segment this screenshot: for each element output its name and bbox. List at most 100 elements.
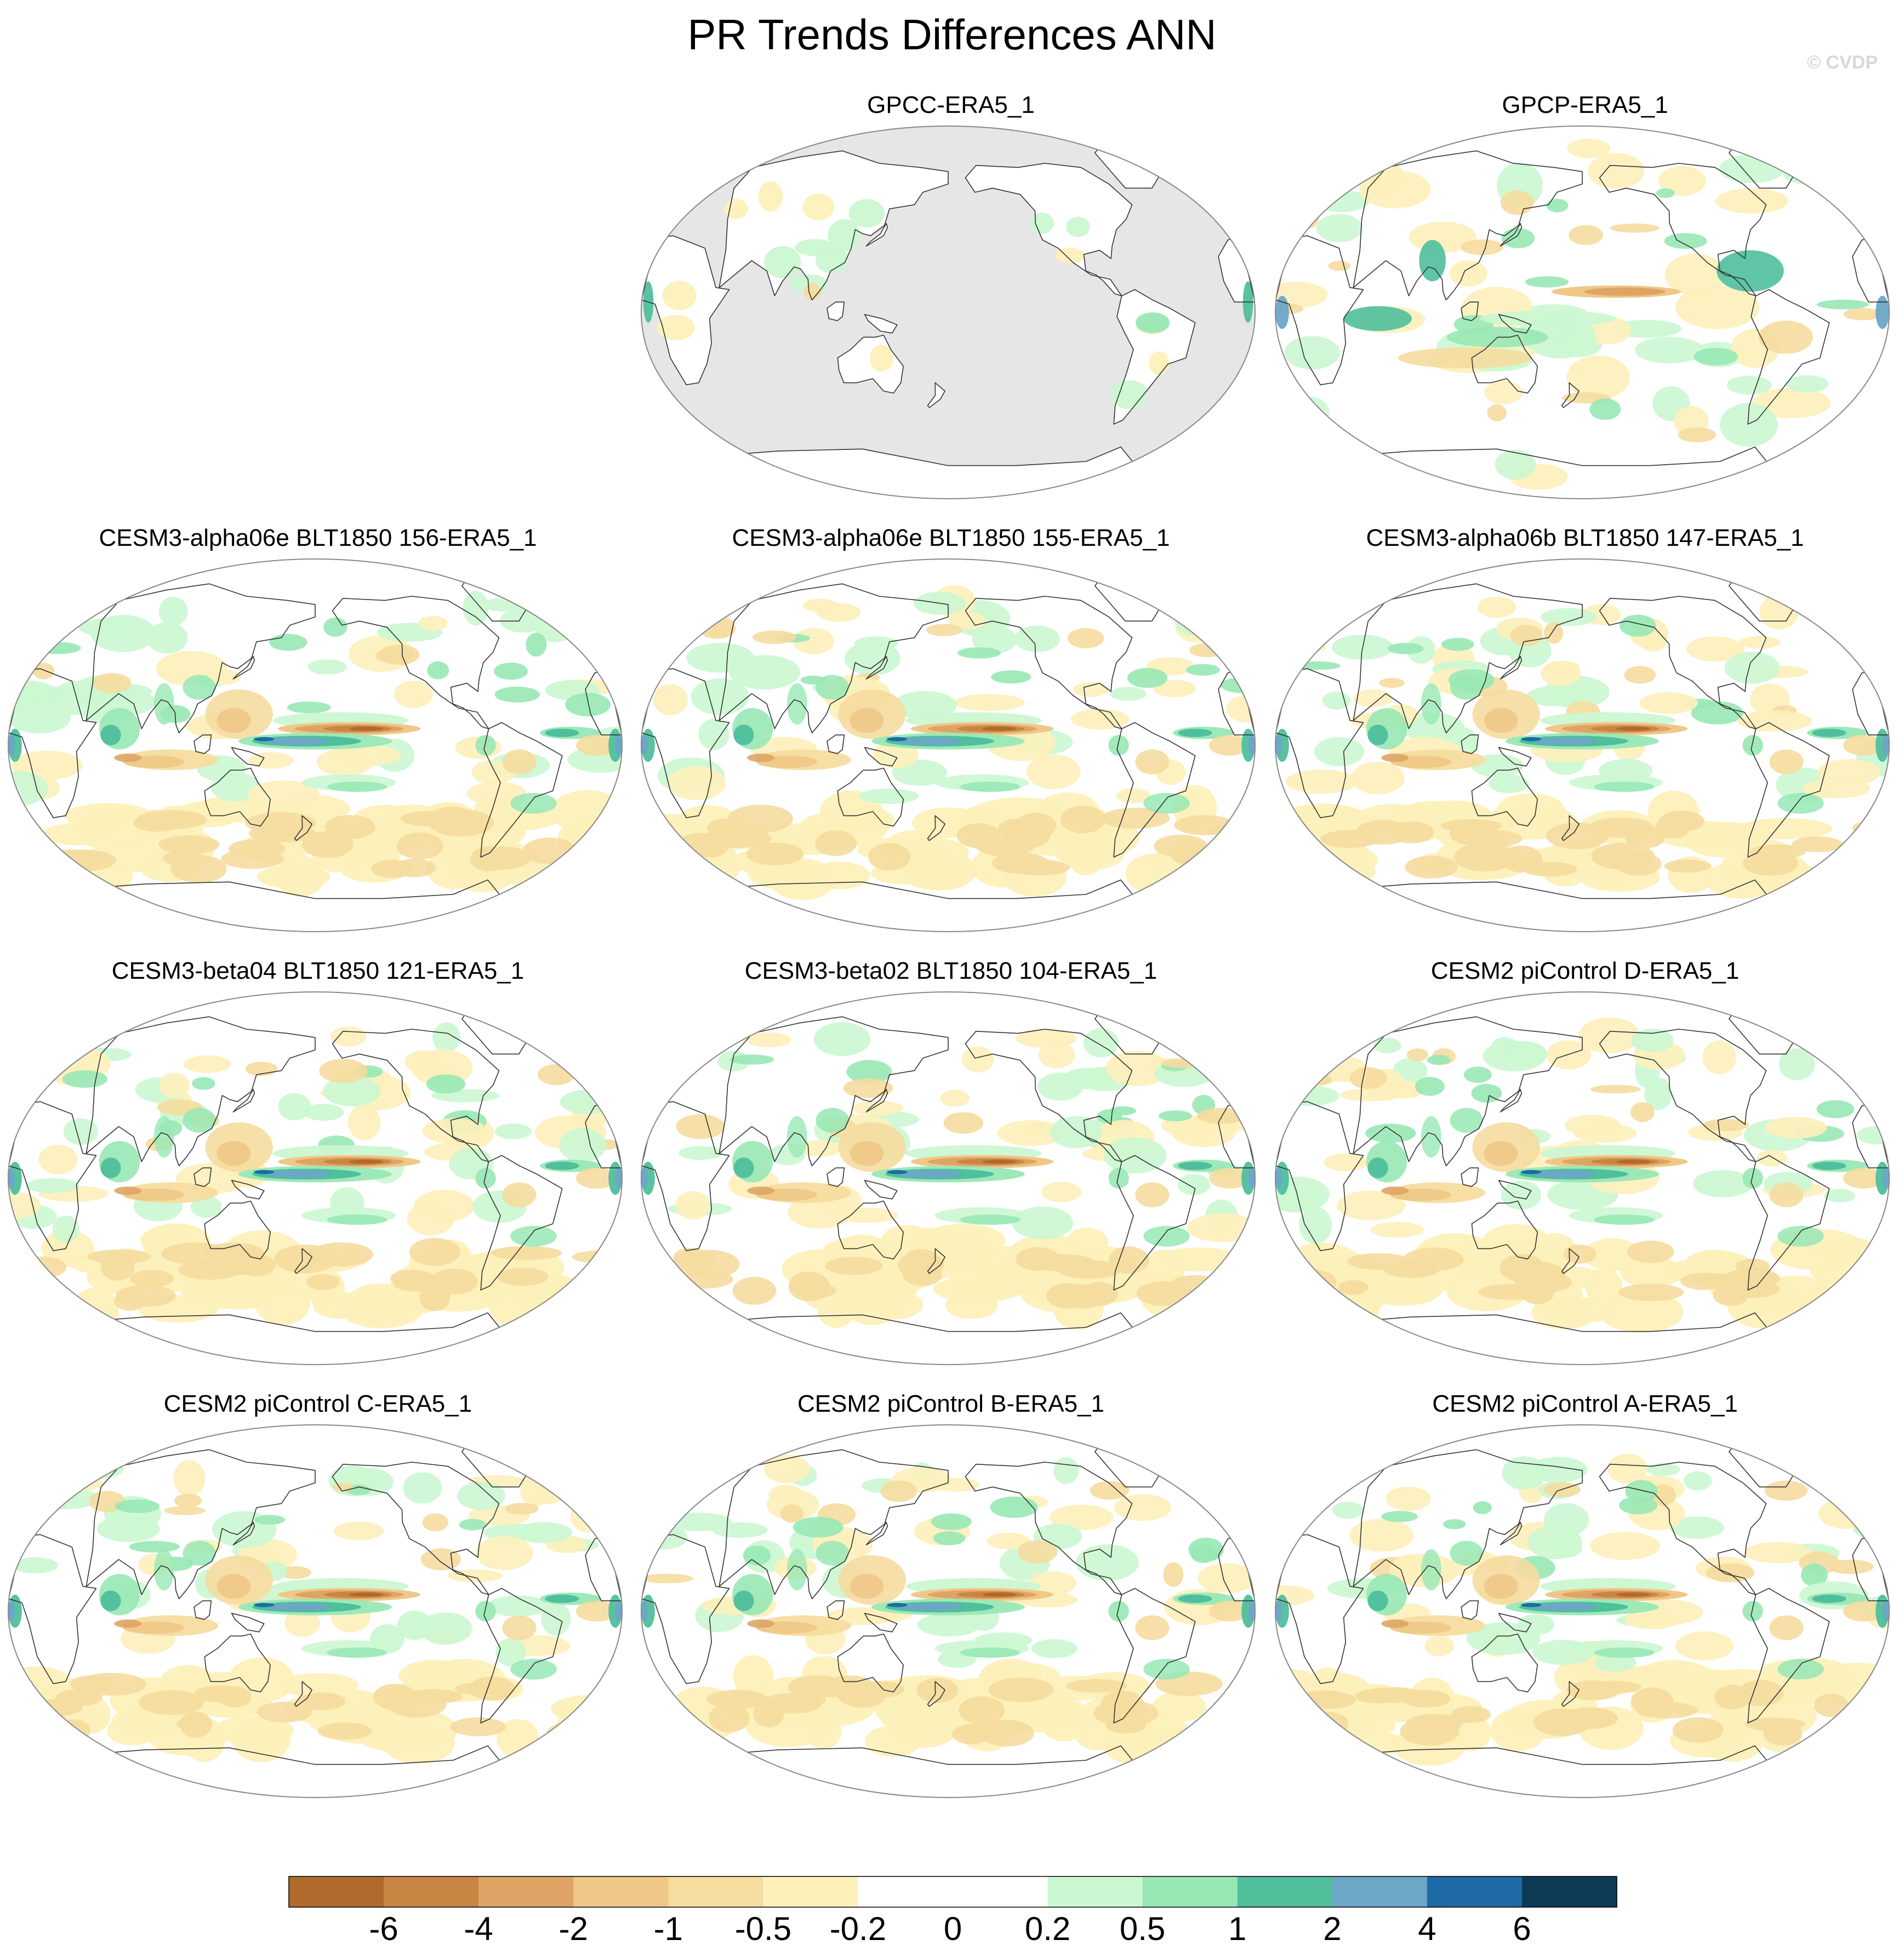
map-outline — [8, 1424, 623, 1798]
andes-wet — [1742, 1168, 1763, 1189]
trend-patch — [307, 659, 347, 675]
trend-patch — [164, 1506, 206, 1515]
spcz-wet — [327, 781, 387, 792]
east-asia-wet — [816, 675, 849, 700]
trend-patch — [1669, 1516, 1724, 1539]
coastline-australia — [837, 1200, 904, 1260]
indian-ocean-dry — [747, 754, 775, 762]
trend-patch — [1527, 1525, 1582, 1560]
land-mask-new-zealand — [927, 383, 945, 408]
trend-patch — [1370, 1222, 1424, 1238]
trend-patch — [1187, 613, 1238, 627]
east-asia-wet — [1450, 1541, 1483, 1566]
map-panel: GPCP-ERA5_1 — [1273, 90, 1897, 512]
colorbar-bin — [289, 1876, 384, 1907]
trend-patch — [1279, 1086, 1339, 1106]
robinson-map — [641, 558, 1256, 932]
trend-patch — [56, 591, 90, 626]
andes-wet — [475, 1601, 496, 1622]
trend-patch — [1589, 398, 1621, 420]
colorbar-tick-label: -0.5 — [735, 1910, 791, 1947]
south-asia-wet — [153, 683, 174, 725]
indian-ocean-dry — [114, 754, 142, 762]
coastline-japan — [865, 1521, 888, 1545]
coastline-north-america — [965, 596, 1133, 729]
drying-patch — [70, 1675, 115, 1693]
drying-patch — [1792, 836, 1843, 852]
land-trend-patch — [1066, 216, 1090, 237]
trend-patch — [1353, 689, 1393, 708]
drying-patch — [430, 1268, 478, 1295]
trend-patch — [665, 1476, 707, 1494]
colorbar-tick-label: -4 — [464, 1910, 493, 1947]
robinson-map — [641, 991, 1256, 1365]
east-asia-wet — [1450, 1108, 1483, 1133]
trend-patch — [323, 1076, 380, 1106]
drying-patch — [256, 1702, 312, 1722]
trend-patch — [269, 634, 307, 651]
trend-patch — [1365, 1123, 1416, 1143]
coastline-north-america — [1599, 1462, 1767, 1595]
trend-patch — [207, 669, 241, 685]
trend-patch — [334, 745, 401, 766]
coastline-asia-east — [719, 583, 949, 734]
trend-patch — [1764, 1480, 1808, 1501]
land-trend-patch — [816, 246, 848, 273]
trend-patch — [520, 1473, 552, 1507]
drying-patch — [133, 814, 182, 832]
drying-patch — [1136, 1281, 1192, 1306]
equatorial-wet — [254, 1602, 275, 1607]
trend-patch — [1824, 1189, 1856, 1203]
colorbar-bin — [1332, 1876, 1428, 1907]
east-asia-wet — [816, 1541, 849, 1566]
edge-wet — [8, 1168, 15, 1189]
drying-patch — [1814, 1693, 1848, 1718]
drying-patch — [232, 1717, 291, 1762]
trend-patch — [1196, 1108, 1246, 1124]
trend-patch — [1778, 1048, 1815, 1081]
map-field — [641, 992, 1255, 1365]
south-asia-wet — [786, 683, 807, 725]
trend-patch — [1664, 254, 1726, 295]
trend-patch — [147, 622, 188, 654]
trend-patch — [917, 1613, 980, 1636]
coastline-japan — [865, 1088, 888, 1112]
land-trend-patch — [1110, 380, 1148, 409]
atlantic-itcz-wet — [1812, 1594, 1846, 1603]
coastline-africa-east — [641, 1534, 730, 1684]
coastline-borneo-indonesia — [826, 734, 845, 754]
coastline-new-zealand — [927, 1681, 945, 1707]
land-trend-patch — [848, 199, 885, 228]
panel-title: CESM2 piControl C-ERA5_1 — [163, 1390, 472, 1417]
trend-patch — [287, 701, 331, 714]
trend-patch — [780, 1504, 803, 1523]
drying-patch — [407, 1662, 480, 1687]
land-trend-patch — [724, 198, 748, 219]
trend-patch — [641, 1573, 693, 1583]
land-trend-patch — [1030, 212, 1054, 234]
trend-patch — [1501, 228, 1535, 248]
trend-patch — [571, 1500, 605, 1533]
coastline-africa-east — [641, 668, 730, 818]
robinson-map — [1275, 558, 1890, 932]
indian-ocean-dry — [1381, 754, 1409, 762]
atlantic-itcz-wet — [1812, 1161, 1846, 1170]
trend-patch — [432, 1022, 461, 1053]
coastline-australia — [1471, 334, 1538, 394]
south-atlantic-wet — [1777, 1658, 1824, 1680]
trend-patch — [90, 615, 156, 652]
trend-patch — [1163, 1562, 1184, 1587]
edge-wet — [1248, 1601, 1255, 1622]
map-outline — [1275, 558, 1890, 932]
trend-patch — [940, 1089, 970, 1107]
trend-patch — [1027, 754, 1081, 789]
trend-patch — [1803, 779, 1871, 798]
andes-wet — [1742, 1601, 1763, 1622]
equatorial-wet — [887, 1169, 908, 1174]
south-atlantic-wet — [510, 1225, 557, 1247]
land-trend-patch — [802, 193, 834, 220]
equatorial-wet — [267, 1170, 329, 1178]
coastline-japan — [232, 1521, 255, 1545]
map-field — [641, 559, 1255, 932]
trend-patch — [1541, 661, 1581, 686]
